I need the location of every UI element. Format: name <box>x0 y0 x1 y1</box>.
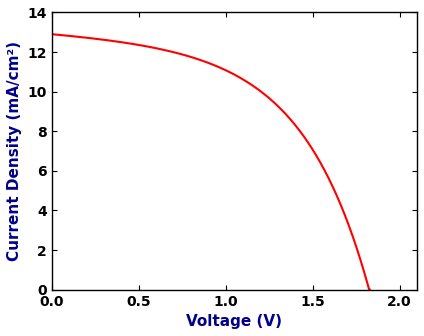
Y-axis label: Current Density (mA/cm²): Current Density (mA/cm²) <box>7 41 22 261</box>
X-axis label: Voltage (V): Voltage (V) <box>187 314 282 329</box>
